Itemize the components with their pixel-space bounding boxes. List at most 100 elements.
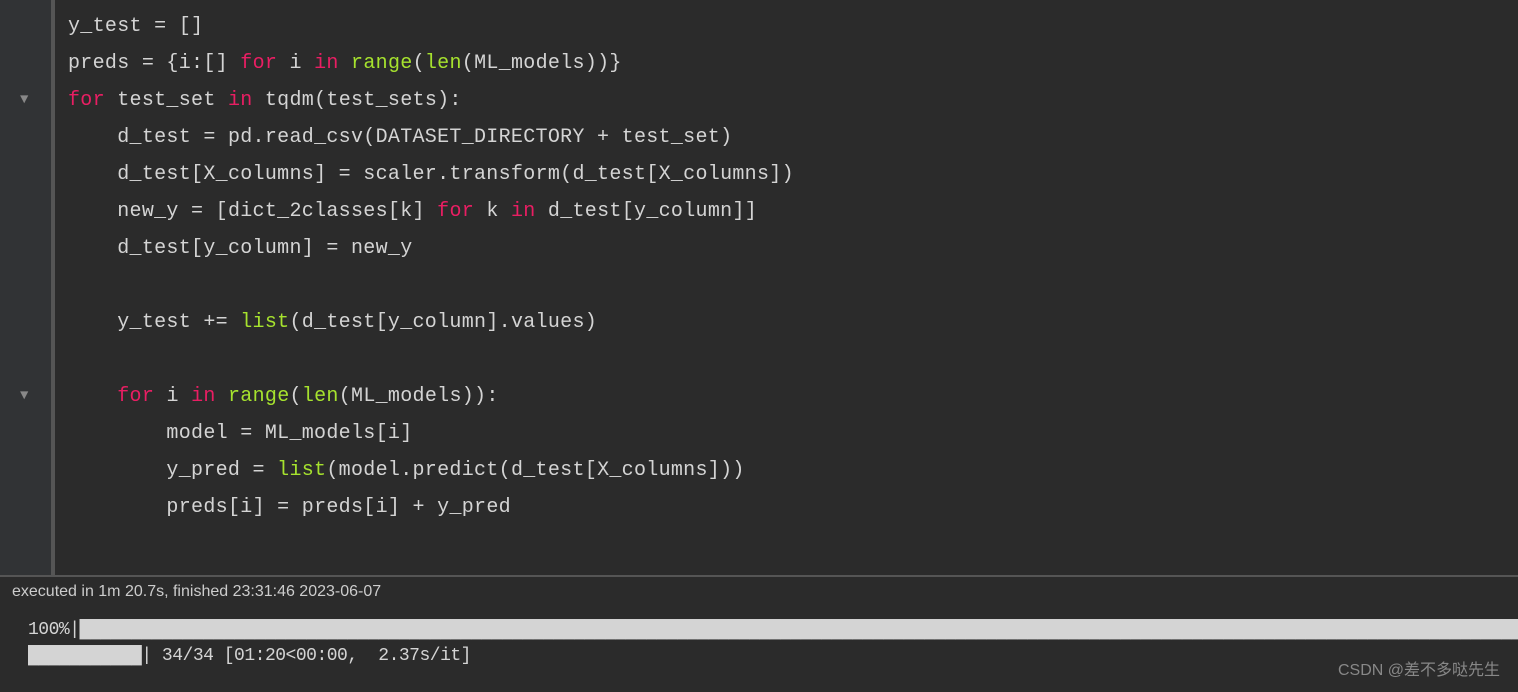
- dot: .: [499, 311, 511, 334]
- watermark-text: CSDN @差不多哒先生: [1338, 662, 1500, 679]
- keyword-for: for: [240, 52, 277, 75]
- indent: [68, 311, 117, 334]
- variable: model: [166, 422, 228, 445]
- operator: +=: [191, 311, 240, 334]
- variable: test_sets: [326, 89, 437, 112]
- code-line-empty[interactable]: [68, 267, 794, 304]
- variable: preds: [68, 52, 130, 75]
- variable: y_column: [203, 237, 301, 260]
- variable: i: [179, 52, 191, 75]
- builtin-range: range: [351, 52, 413, 75]
- operator: =: [142, 15, 179, 38]
- attribute: values: [511, 311, 585, 334]
- code-line[interactable]: d_test = pd.read_csv(DATASET_DIRECTORY +…: [68, 119, 794, 156]
- space: [474, 200, 486, 223]
- fold-marker-icon[interactable]: ▼: [20, 388, 28, 404]
- code-line[interactable]: for test_set in tqdm(test_sets):: [68, 82, 794, 119]
- variable: i: [388, 422, 400, 445]
- code-line[interactable]: preds = {i:[] for i in range(len(ML_mode…: [68, 45, 794, 82]
- code-line[interactable]: new_y = [dict_2classes[k] for k in d_tes…: [68, 193, 794, 230]
- close: ])): [708, 459, 745, 482]
- bracket: [: [585, 459, 597, 482]
- bracket: []: [203, 52, 228, 75]
- code-line[interactable]: for i in range(len(ML_models)):: [68, 378, 794, 415]
- object: scaler: [363, 163, 437, 186]
- paren: (: [289, 311, 301, 334]
- paren: (: [462, 52, 474, 75]
- variable: y_test: [68, 15, 142, 38]
- execution-time-text: executed in 1m 20.7s, finished 23:31:46 …: [12, 583, 381, 600]
- close: ):: [437, 89, 462, 112]
- code-line[interactable]: preds[i] = preds[i] + y_pred: [68, 489, 794, 526]
- progress-bar-fill: |███████████████████████████████████████…: [69, 620, 1518, 640]
- keyword-for: for: [68, 89, 105, 112]
- bracket: ]: [388, 496, 400, 519]
- variable: i: [290, 52, 302, 75]
- code-line[interactable]: d_test[y_column] = new_y: [68, 230, 794, 267]
- bracket: ]: [314, 163, 326, 186]
- bracket: [: [191, 237, 203, 260]
- paren: (: [560, 163, 572, 186]
- progress-stats: 34/34 [01:20<00:00, 2.37s/it]: [152, 646, 471, 666]
- paren: (: [413, 52, 425, 75]
- variable: d_test: [117, 126, 191, 149]
- fold-marker-icon[interactable]: ▼: [20, 92, 28, 108]
- variable: new_y: [117, 200, 179, 223]
- bracket: [: [622, 200, 634, 223]
- method: transform: [449, 163, 560, 186]
- bracket: [: [228, 496, 240, 519]
- indent: [68, 385, 117, 408]
- indent: [68, 496, 166, 519]
- execution-info: executed in 1m 20.7s, finished 23:31:46 …: [0, 577, 1518, 607]
- code-line[interactable]: model = ML_models[i]: [68, 415, 794, 452]
- variable: X_columns: [659, 163, 770, 186]
- indent: [68, 237, 117, 260]
- close: ): [720, 126, 732, 149]
- builtin-len: len: [302, 385, 339, 408]
- space: [339, 52, 351, 75]
- bracket: ]: [486, 311, 498, 334]
- space: [179, 385, 191, 408]
- code-content[interactable]: y_test = [] preds = {i:[] for i in range…: [52, 0, 794, 575]
- variable: ML_models: [351, 385, 462, 408]
- builtin-list: list: [240, 311, 289, 334]
- variable: d_test: [302, 311, 376, 334]
- space: [277, 52, 289, 75]
- code-line[interactable]: y_test = []: [68, 8, 794, 45]
- code-line-empty[interactable]: [68, 341, 794, 378]
- space: [499, 200, 511, 223]
- variable: test_set: [117, 89, 215, 112]
- variable: y_pred: [437, 496, 511, 519]
- brace: {: [166, 52, 178, 75]
- code-line[interactable]: d_test[X_columns] = scaler.transform(d_t…: [68, 156, 794, 193]
- variable: d_test: [511, 459, 585, 482]
- keyword-in: in: [314, 52, 339, 75]
- variable: y_pred: [166, 459, 240, 482]
- code-line[interactable]: y_pred = list(model.predict(d_test[X_col…: [68, 452, 794, 489]
- space: [216, 89, 228, 112]
- progress-bar-continued: ███████████| 34/34 [01:20<00:00, 2.37s/i…: [28, 643, 1490, 669]
- operator: =: [191, 126, 228, 149]
- variable: d_test: [117, 163, 191, 186]
- indent: [68, 459, 166, 482]
- variable: ML_models: [474, 52, 585, 75]
- variable: y_column: [634, 200, 732, 223]
- variable: X_columns: [203, 163, 314, 186]
- code-line[interactable]: y_test += list(d_test[y_column].values): [68, 304, 794, 341]
- bracket: []: [179, 15, 204, 38]
- space: [154, 385, 166, 408]
- keyword-for: for: [117, 385, 154, 408]
- space: [253, 89, 265, 112]
- close: ]]: [732, 200, 757, 223]
- operator: =: [240, 459, 277, 482]
- operator: =: [179, 200, 216, 223]
- paren: (: [314, 89, 326, 112]
- variable: y_column: [388, 311, 486, 334]
- close: ))}: [585, 52, 622, 75]
- bracket: [: [376, 311, 388, 334]
- builtin-list: list: [277, 459, 326, 482]
- operator: =: [130, 52, 167, 75]
- progress-percent: 100%: [28, 620, 69, 640]
- bracket: ]: [413, 200, 425, 223]
- keyword-in: in: [228, 89, 253, 112]
